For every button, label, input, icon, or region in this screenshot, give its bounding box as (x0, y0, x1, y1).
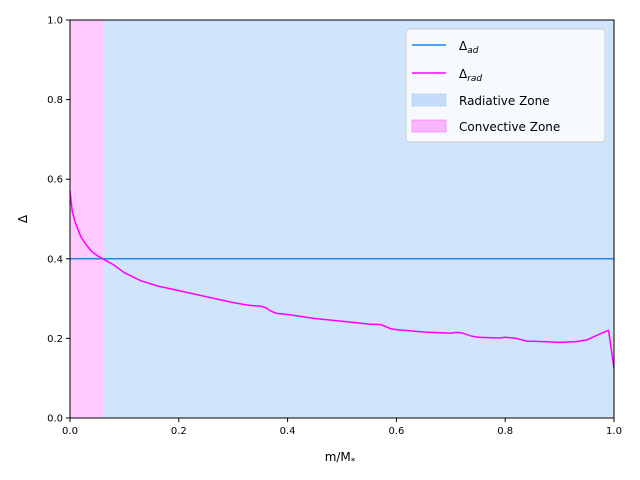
legend-box (405, 28, 606, 143)
legend-swatch-zone (411, 119, 447, 133)
x-tick-label: 0.0 (62, 426, 78, 437)
y-axis-label: Δ (16, 214, 30, 223)
y-tick-label: 1.0 (47, 16, 63, 27)
x-tick-label: 0.4 (280, 426, 296, 437)
x-axis-label-base: m/M (325, 450, 351, 464)
y-tick-label: 0.2 (47, 334, 63, 345)
legend-label-zone: Convective Zone (459, 120, 560, 134)
series-layer (69, 191, 615, 369)
y-tick-label: 0.0 (47, 414, 63, 425)
x-tick-label: 0.8 (497, 426, 513, 437)
x-axis-label: m/M* (325, 450, 356, 467)
x-axis: 0.0 0.2 0.4 0.6 0.8 1.0 (62, 418, 622, 437)
legend-label-rad: Δrad (459, 67, 482, 84)
x-axis-label-sub: * (351, 457, 356, 467)
legend-label-zone: Radiative Zone (459, 94, 550, 108)
y-tick-label: 0.8 (47, 95, 63, 106)
y-tick-label: 0.4 (47, 254, 63, 265)
x-tick-label: 0.6 (388, 426, 404, 437)
x-tick-label: 0.2 (171, 426, 187, 437)
y-axis: 0.0 0.2 0.4 0.6 0.8 1.0 (47, 16, 70, 425)
plot-frame (69, 19, 615, 419)
zone-convective (70, 20, 104, 418)
legend: Δad Δrad Radiative Zone Convective Zone (405, 28, 606, 143)
legend-swatch-zone (411, 93, 447, 107)
y-tick-label: 0.6 (47, 175, 63, 186)
x-tick-label: 1.0 (606, 426, 622, 437)
legend-label-ad: Δad (459, 39, 479, 56)
series-line-rad (69, 191, 615, 369)
